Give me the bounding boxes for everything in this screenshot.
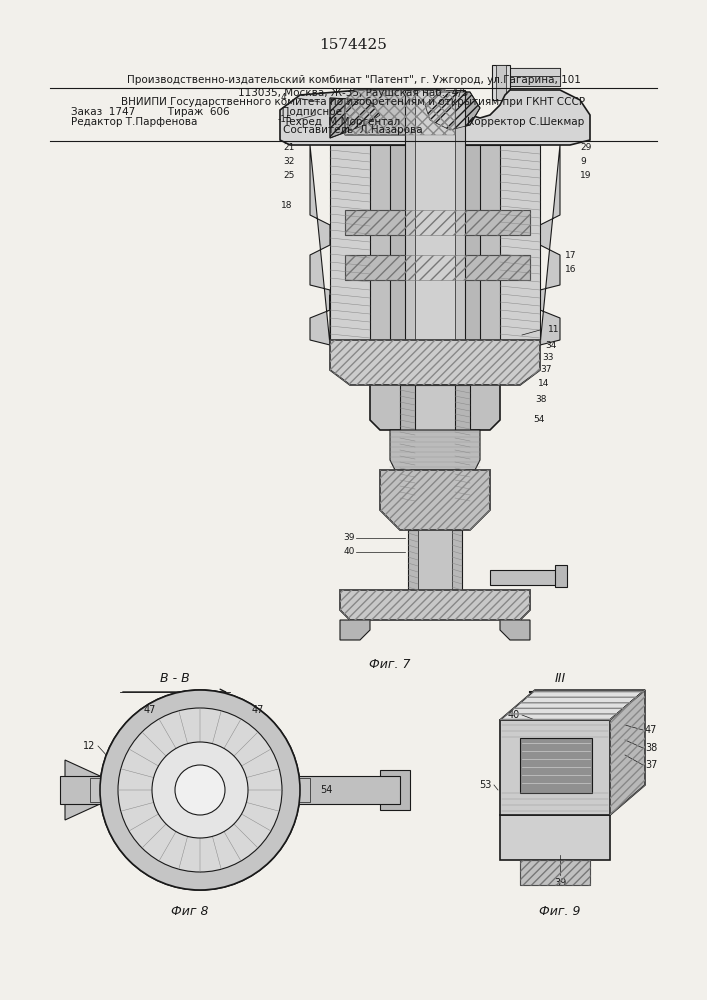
Text: 39: 39 <box>554 878 566 888</box>
Text: Фиг 8: Фиг 8 <box>171 905 209 918</box>
Text: 47: 47 <box>144 705 156 715</box>
Bar <box>300 778 395 802</box>
Bar <box>415 90 455 410</box>
Text: 33: 33 <box>542 354 554 362</box>
Bar <box>555 565 567 587</box>
Bar <box>345 210 530 235</box>
Text: 4: 4 <box>281 94 286 103</box>
Text: 37: 37 <box>540 365 551 374</box>
Bar <box>492 65 510 100</box>
Bar <box>390 145 480 345</box>
Bar <box>500 68 560 86</box>
Bar <box>60 776 400 804</box>
Bar <box>330 145 540 345</box>
Text: 25: 25 <box>284 172 295 180</box>
Circle shape <box>100 690 300 890</box>
Bar <box>345 255 530 280</box>
Bar <box>418 530 452 590</box>
Text: Корректор С.Шекмар: Корректор С.Шекмар <box>467 117 584 127</box>
Circle shape <box>152 742 248 838</box>
Text: 29: 29 <box>580 143 591 152</box>
Text: Техред  М.Моргентал: Техред М.Моргентал <box>283 117 400 127</box>
Text: 47: 47 <box>645 725 658 735</box>
Text: B - B: B - B <box>160 672 190 685</box>
Bar <box>345 255 530 280</box>
Polygon shape <box>390 430 480 470</box>
Polygon shape <box>380 470 490 530</box>
Polygon shape <box>370 385 500 430</box>
Text: 34: 34 <box>545 340 556 350</box>
Circle shape <box>175 765 225 815</box>
Text: 32: 32 <box>284 157 295 166</box>
Text: Заказ  1747          Тираж  606                Подписное: Заказ 1747 Тираж 606 Подписное <box>71 107 341 117</box>
Polygon shape <box>330 98 380 138</box>
Bar <box>380 770 410 810</box>
Polygon shape <box>610 690 645 815</box>
Polygon shape <box>520 860 590 885</box>
Polygon shape <box>500 620 530 640</box>
Text: 19: 19 <box>580 172 592 180</box>
Text: 38: 38 <box>645 743 658 753</box>
Text: 40: 40 <box>344 548 355 556</box>
Text: 9: 9 <box>580 157 586 166</box>
Polygon shape <box>310 145 350 345</box>
Polygon shape <box>500 815 610 860</box>
Text: 54: 54 <box>533 416 544 424</box>
Text: 12: 12 <box>83 741 95 751</box>
Text: 14: 14 <box>538 378 549 387</box>
Bar <box>496 65 506 100</box>
Text: 17: 17 <box>565 250 576 259</box>
Bar <box>405 90 465 410</box>
Text: 47: 47 <box>252 705 264 715</box>
Text: Редактор Т.Парфенова: Редактор Т.Парфенова <box>71 117 197 127</box>
Bar <box>345 210 530 235</box>
Text: 21: 21 <box>284 143 295 152</box>
Polygon shape <box>280 90 590 145</box>
Text: Фиг. 7: Фиг. 7 <box>369 658 411 671</box>
Bar <box>500 68 560 76</box>
Circle shape <box>152 742 248 838</box>
Circle shape <box>100 690 300 890</box>
Text: 53: 53 <box>479 780 492 790</box>
Text: -15: -15 <box>277 115 292 124</box>
Polygon shape <box>65 760 100 820</box>
Bar <box>408 530 462 590</box>
Bar <box>520 738 592 793</box>
Circle shape <box>118 708 282 872</box>
Polygon shape <box>340 590 530 620</box>
Text: 54: 54 <box>320 785 332 795</box>
Text: ВНИИПИ Государственного комитета по изобретениям и открытиям при ГКНТ СССР: ВНИИПИ Государственного комитета по изоб… <box>122 97 585 107</box>
Text: 16: 16 <box>565 265 576 274</box>
Text: 38: 38 <box>535 395 547 404</box>
Bar <box>400 385 470 505</box>
Circle shape <box>175 765 225 815</box>
Text: 1574425: 1574425 <box>319 38 387 52</box>
Text: Составитель  Л.Назарова: Составитель Л.Назарова <box>283 125 422 135</box>
Text: Производственно-издательский комбинат "Патент", г. Ужгород, ул.Гагарина, 101: Производственно-издательский комбинат "П… <box>127 75 580 85</box>
Polygon shape <box>500 690 645 720</box>
Bar <box>490 570 560 585</box>
Polygon shape <box>330 340 540 385</box>
Bar <box>90 778 310 802</box>
Polygon shape <box>500 720 610 815</box>
Text: 18: 18 <box>281 200 292 210</box>
Circle shape <box>118 708 282 872</box>
Polygon shape <box>425 92 480 130</box>
Bar <box>415 385 455 505</box>
Text: 40: 40 <box>508 710 520 720</box>
Text: 39: 39 <box>344 534 355 542</box>
Text: III: III <box>554 672 566 685</box>
Polygon shape <box>340 620 370 640</box>
Polygon shape <box>520 145 560 345</box>
Text: 46: 46 <box>248 740 260 750</box>
Bar <box>370 145 500 345</box>
Polygon shape <box>345 90 455 135</box>
Text: Фиг. 9: Фиг. 9 <box>539 905 580 918</box>
Text: 11: 11 <box>548 326 559 334</box>
Bar <box>500 76 560 86</box>
Text: 113035, Москва, Ж-35, Раушская наб., 4/5: 113035, Москва, Ж-35, Раушская наб., 4/5 <box>238 88 469 98</box>
Text: 37: 37 <box>645 760 658 770</box>
